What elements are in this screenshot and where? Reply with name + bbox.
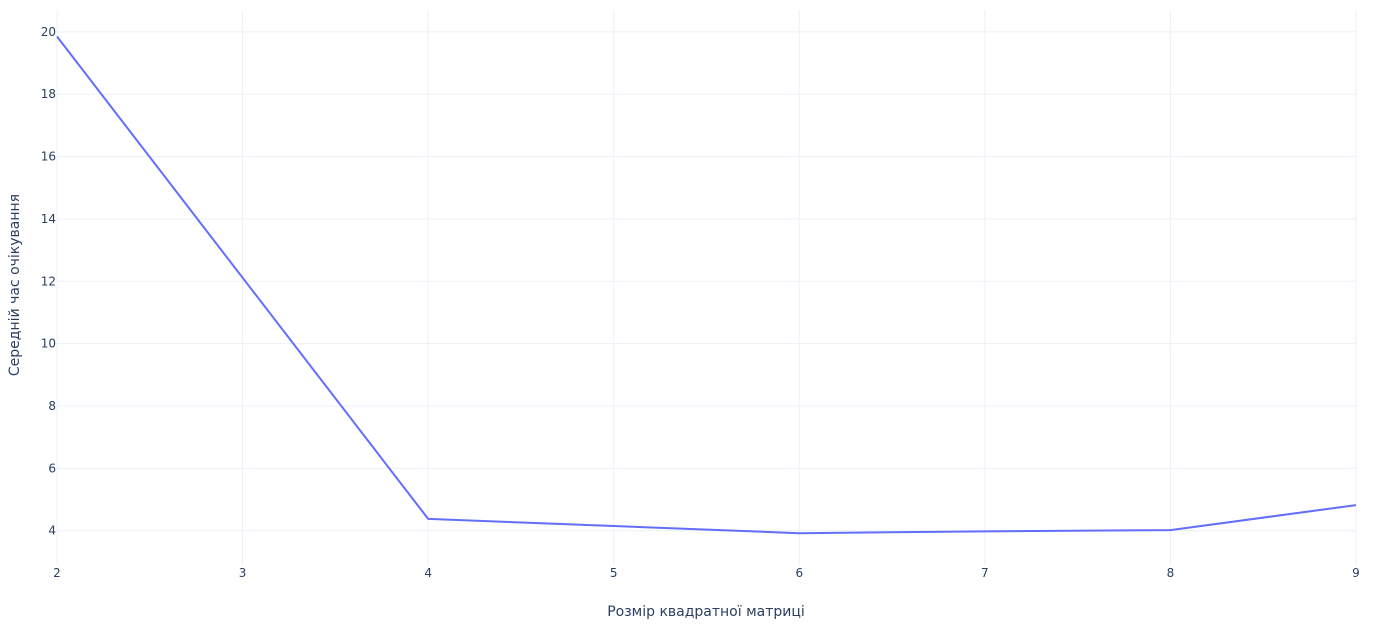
data-point[interactable] xyxy=(1353,502,1359,508)
y-tick-label: 14 xyxy=(41,212,56,226)
data-point[interactable] xyxy=(611,523,617,529)
grid xyxy=(56,10,1357,565)
data-point[interactable] xyxy=(425,516,431,522)
y-tick-label: 16 xyxy=(41,150,56,164)
x-tick-label: 5 xyxy=(610,566,618,580)
x-tick-label: 6 xyxy=(795,566,803,580)
data-point[interactable] xyxy=(796,530,802,536)
y-tick-label: 8 xyxy=(48,399,56,413)
y-tick-label: 4 xyxy=(48,524,56,538)
x-tick-label: 8 xyxy=(1167,566,1175,580)
data-point[interactable] xyxy=(1167,527,1173,533)
y-tick-label: 10 xyxy=(41,337,56,351)
y-tick-label: 12 xyxy=(41,274,56,288)
y-axis-title: Середній час очікування xyxy=(7,194,23,376)
y-tick-label: 6 xyxy=(48,461,56,475)
x-tick-label: 9 xyxy=(1352,566,1360,580)
x-tick-label: 3 xyxy=(239,566,247,580)
series-line xyxy=(56,35,1357,535)
tick-labels: 2 3 4 5 6 7 8 9 4 6 8 10 12 14 16 18 20 xyxy=(41,25,1360,580)
y-tick-label: 20 xyxy=(41,25,56,39)
x-tick-label: 7 xyxy=(981,566,989,580)
series-layer xyxy=(56,35,1359,536)
x-axis-title: Розмір квадратної матриці xyxy=(607,604,805,620)
data-point[interactable] xyxy=(982,528,988,534)
y-tick-label: 18 xyxy=(41,87,56,101)
x-tick-label: 2 xyxy=(53,566,61,580)
x-tick-label: 4 xyxy=(424,566,432,580)
